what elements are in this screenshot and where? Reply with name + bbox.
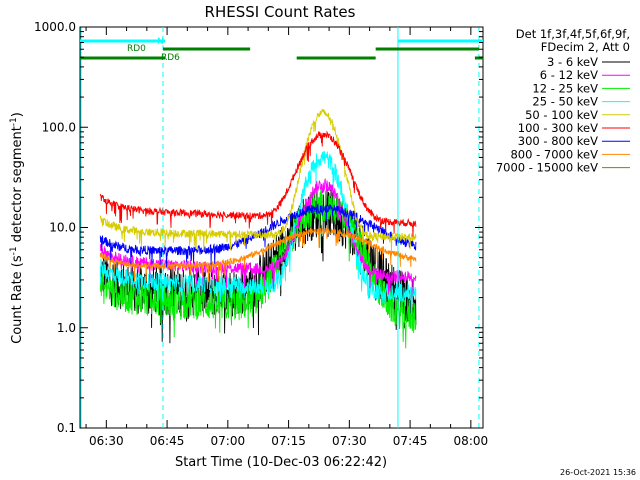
legend-label: 3 - 6 keV	[547, 55, 598, 69]
legend-label: 25 - 50 keV	[532, 95, 598, 109]
chart-title: RHESSI Count Rates	[205, 3, 356, 21]
attenuator-label-RD6: RD6	[161, 53, 180, 63]
legend-label: 800 - 7000 keV	[510, 147, 598, 161]
y-label-sup1: -1	[9, 246, 19, 255]
x-tick-label: 06:30	[89, 434, 124, 448]
series-line-50-100keV	[99, 108, 417, 252]
x-tick-label: 07:15	[271, 434, 306, 448]
attenuator-label-N: N	[157, 37, 164, 47]
footer-timestamp: 26-Oct-2021 15:36	[560, 468, 636, 477]
x-tick-label: 07:00	[211, 434, 246, 448]
x-ticks: 06:30 06:45 07:00 07:15 07:30 07:45 08:00	[85, 27, 489, 448]
marker-layer	[80, 27, 480, 428]
y-tick-label: 1000.0	[34, 20, 76, 34]
y-tick-label: 10.0	[49, 221, 76, 235]
legend-label: 7000 - 15000 keV	[496, 161, 598, 175]
y-label-part2: detector segment	[10, 126, 25, 246]
y-label-sup2: -1	[9, 117, 19, 126]
y-label-part3: )	[10, 112, 25, 117]
legend-header-line1: Det 1f,3f,4f,5f,6f,9f,	[516, 27, 630, 41]
x-tick-label: 07:45	[393, 434, 428, 448]
legend-label: 100 - 300 keV	[518, 121, 598, 135]
series-line-800-7000keV	[99, 227, 417, 283]
legend-label: 300 - 800 keV	[518, 134, 598, 148]
legend-label: 12 - 25 keV	[532, 81, 598, 95]
y-axis-label: Count Rate (s-1 detector segment-1)	[9, 112, 25, 344]
series-layer	[99, 108, 417, 349]
x-tick-label: 07:30	[332, 434, 367, 448]
x-tick-label: 08:00	[454, 434, 489, 448]
attenuator-layer: N RD0 RD6	[80, 37, 483, 63]
series-line-25-50keV	[99, 151, 417, 315]
series-line-6-12keV	[99, 177, 417, 295]
legend: Det 1f,3f,4f,5f,6f,9f, FDecim 2, Att 0 3…	[496, 27, 630, 175]
legend-label: 6 - 12 keV	[540, 68, 598, 82]
series-line-100-300keV	[99, 130, 417, 237]
y-tick-label: 1.0	[57, 321, 76, 335]
attenuator-label-RD0: RD0	[127, 44, 146, 54]
y-ticks: 0.1 1.0 10.0 100.0 1000.0	[34, 20, 483, 435]
series-line-300-800keV	[99, 202, 417, 268]
x-axis-label: Start Time (10-Dec-03 06:22:42)	[175, 455, 387, 470]
plot-area: N RD0 RD6 0.1 1.0 10.0 100.0 1000.0 06:30 06:45…	[34, 20, 488, 448]
y-label-part1: Count Rate (s	[10, 255, 25, 344]
legend-label: 50 - 100 keV	[525, 108, 598, 122]
y-tick-label: 0.1	[57, 421, 76, 435]
legend-header-line2: FDecim 2, Att 0	[541, 40, 630, 54]
y-tick-label: 100.0	[42, 120, 76, 134]
x-tick-label: 06:45	[150, 434, 185, 448]
